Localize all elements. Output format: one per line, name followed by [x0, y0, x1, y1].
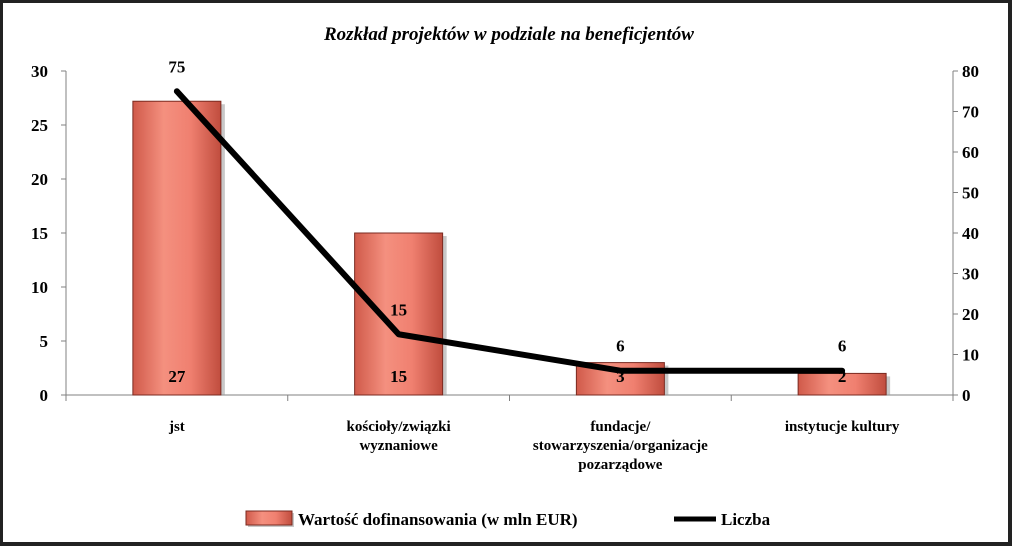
y-right-tick-label: 0 [962, 386, 971, 405]
line-data-label: 6 [616, 337, 625, 356]
y-left-tick-label: 0 [40, 386, 49, 405]
y-right-tick-label: 20 [962, 305, 979, 324]
y-right-tick-label: 40 [962, 224, 979, 243]
y-left-tick-label: 30 [31, 62, 48, 81]
y-right-tick-label: 10 [962, 346, 979, 365]
y-right-tick-label: 80 [962, 62, 979, 81]
bar-data-label: 2 [838, 367, 847, 386]
legend-bar-swatch [245, 510, 293, 526]
y-left-tick-label: 20 [31, 170, 48, 189]
bar-data-label: 15 [390, 367, 407, 386]
y-right-tick-label: 30 [962, 265, 979, 284]
y-left-tick-label: 25 [31, 116, 48, 135]
bar [354, 232, 444, 396]
x-category-label: kościoły/związki [347, 419, 451, 435]
y-right-tick-label: 70 [962, 103, 979, 122]
legend-line-label: Liczba [721, 510, 771, 529]
x-category-label: pozarządowe [578, 457, 662, 473]
legend: Wartość dofinansowania (w mln EUR) Liczba [245, 510, 771, 529]
x-category-label: jst [168, 419, 185, 435]
line-data-label: 15 [390, 300, 407, 319]
bar [132, 100, 222, 396]
chart-title: Rozkład projektów w podziale na beneficj… [323, 24, 694, 45]
y-right-tick-label: 50 [962, 184, 979, 203]
y-left-tick-label: 5 [40, 332, 49, 351]
line-series-liczba [173, 88, 846, 374]
x-category-label: fundacje/ [590, 419, 651, 435]
y-left-tick-label: 15 [31, 224, 48, 243]
chart: Rozkład projektów w podziale na beneficj… [31, 24, 979, 529]
x-category-label: stowarzyszenia/organizacje [533, 438, 708, 454]
y-right-tick-label: 60 [962, 143, 979, 162]
line-data-label: 6 [838, 337, 847, 356]
x-category-label: wyznaniowe [359, 438, 438, 454]
bar-data-label: 3 [616, 367, 625, 386]
y-left-tick-label: 10 [31, 278, 48, 297]
bar-data-label: 27 [168, 367, 186, 386]
x-category-label: instytucje kultury [785, 419, 900, 435]
line-data-label: 75 [168, 57, 185, 76]
legend-bar-label: Wartość dofinansowania (w mln EUR) [298, 510, 578, 529]
plot-area: 0 5 10 15 20 25 30 0 10 20 30 40 50 60 70 80 27 15 3 2 75 15 6… [31, 57, 979, 473]
